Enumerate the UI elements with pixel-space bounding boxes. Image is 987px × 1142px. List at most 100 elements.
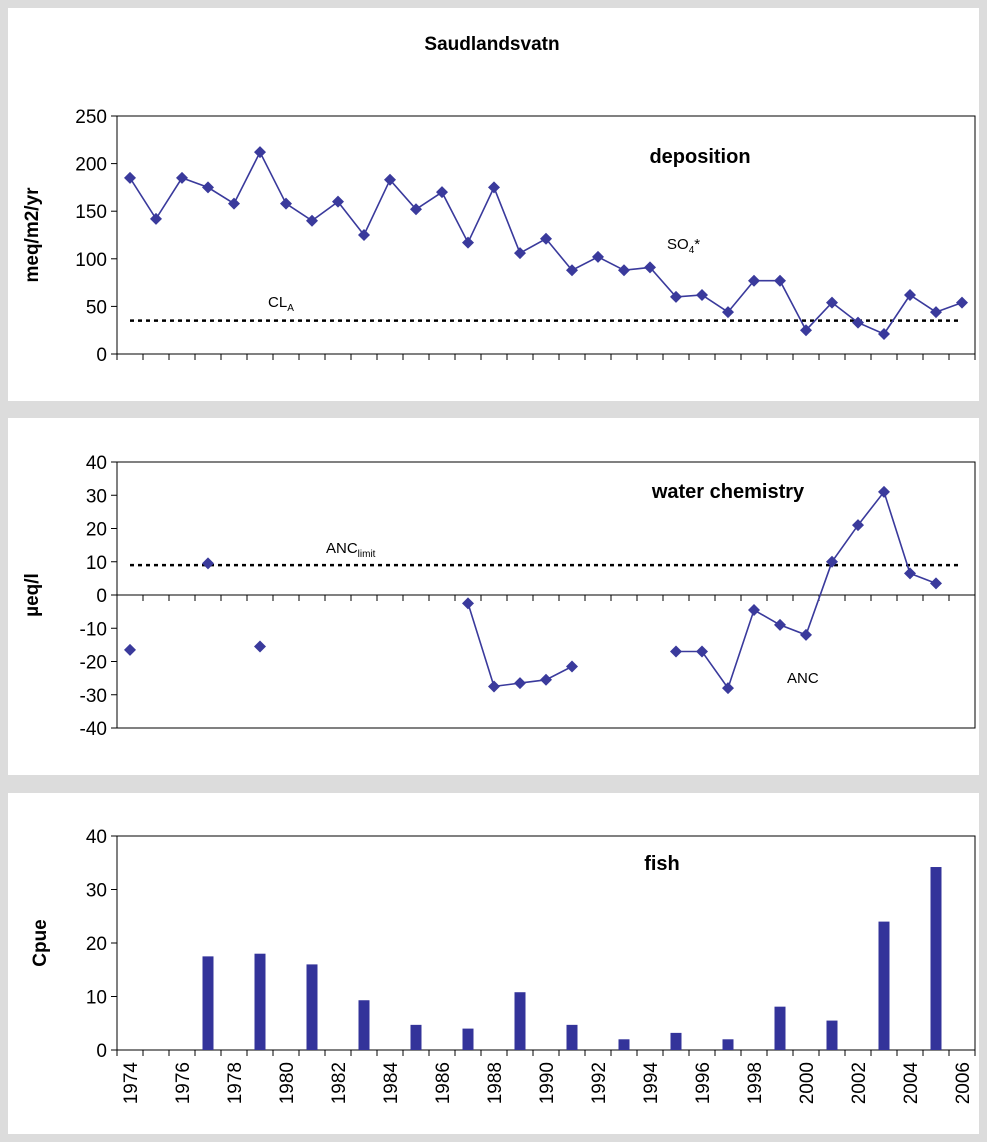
y-tick-label: 0 — [96, 345, 107, 366]
data-point-marker — [202, 557, 214, 570]
x-tick-label: 2006 — [953, 1062, 974, 1104]
deposition-plot-area — [116, 115, 976, 355]
fish-x-tick-labels: 1974 1976 1978 1980 1982 1984 1986 1988 1990 1992… — [121, 1062, 974, 1105]
data-point-marker — [176, 171, 188, 184]
bar — [202, 956, 214, 1050]
data-point-marker — [384, 173, 396, 186]
data-point-marker — [514, 247, 526, 260]
data-point-marker — [488, 680, 500, 693]
fish-cpue-bars — [202, 867, 942, 1050]
data-point-marker — [644, 261, 656, 274]
data-point-marker — [852, 519, 864, 532]
fish-y-axis-title: Cpue — [30, 919, 51, 967]
data-point-marker — [826, 555, 838, 568]
fish-panel-label: fish — [644, 853, 680, 875]
so4-series-label: SO4* — [667, 236, 700, 256]
data-point-marker — [150, 212, 162, 225]
critical-load-label: CLA — [268, 294, 294, 314]
y-tick-label: 40 — [86, 453, 107, 474]
fish-panel — [8, 793, 979, 1134]
water-chemistry-panel-label: water chemistry — [651, 481, 805, 503]
y-tick-label: 0 — [96, 1041, 107, 1062]
x-tick-label: 1998 — [745, 1062, 766, 1104]
data-point-marker — [748, 603, 760, 616]
data-point-marker — [800, 324, 812, 337]
water-chemistry-plot-area — [116, 461, 976, 729]
data-point-marker — [280, 197, 292, 210]
data-point-marker — [800, 628, 812, 641]
data-point-marker — [332, 195, 344, 208]
data-point-marker — [410, 203, 422, 216]
fish-plot-area — [116, 835, 976, 1051]
data-point-marker — [930, 306, 942, 319]
data-point-marker — [774, 274, 786, 287]
y-tick-label: 20 — [86, 520, 107, 541]
data-point-marker — [722, 306, 734, 319]
data-point-marker — [696, 288, 708, 301]
data-point-marker — [930, 577, 942, 590]
x-tick-label: 1986 — [433, 1062, 454, 1104]
bar — [566, 1024, 578, 1050]
bar — [462, 1028, 474, 1050]
data-point-marker — [722, 682, 734, 695]
bar — [774, 1006, 786, 1050]
data-point-marker — [436, 186, 448, 199]
bar — [254, 953, 266, 1050]
water-chemistry-panel — [8, 418, 979, 775]
data-point-marker — [670, 645, 682, 658]
data-point-marker — [904, 288, 916, 301]
bar — [722, 1039, 734, 1050]
x-tick-label: 1996 — [693, 1062, 714, 1104]
data-point-marker — [358, 229, 370, 241]
data-point-marker — [748, 274, 760, 287]
x-tick-label: 1976 — [173, 1062, 194, 1104]
y-tick-label: -20 — [80, 653, 107, 674]
y-tick-label: 50 — [86, 297, 107, 318]
data-point-marker — [904, 567, 916, 580]
y-tick-label: 30 — [86, 881, 107, 902]
y-tick-label: 150 — [75, 202, 107, 223]
data-point-marker — [124, 171, 136, 184]
y-tick-label: 200 — [75, 155, 107, 176]
bar — [670, 1032, 682, 1050]
data-point-marker — [488, 181, 500, 194]
data-point-marker — [306, 214, 318, 227]
x-tick-label: 1994 — [641, 1062, 662, 1105]
bar — [358, 1000, 370, 1050]
bar — [930, 867, 942, 1050]
deposition-y-axis-title: meq/m2/yr — [22, 187, 43, 283]
data-point-marker — [540, 673, 552, 686]
y-tick-label: 30 — [86, 486, 107, 507]
anc-series-label: ANC — [787, 670, 819, 687]
x-tick-label: 1988 — [485, 1062, 506, 1104]
data-point-marker — [566, 660, 578, 673]
deposition-panel — [8, 8, 979, 401]
y-tick-label: 10 — [86, 988, 107, 1009]
y-tick-label: 20 — [86, 934, 107, 955]
data-point-marker — [592, 250, 604, 263]
data-point-marker — [254, 146, 266, 159]
x-tick-label: 1974 — [121, 1062, 142, 1105]
data-point-marker — [696, 645, 708, 658]
bar — [878, 921, 890, 1050]
data-point-marker — [956, 296, 968, 309]
y-tick-label: -30 — [80, 686, 107, 707]
x-tick-label: 2004 — [901, 1062, 922, 1105]
data-point-marker — [514, 677, 526, 690]
bar — [826, 1020, 838, 1050]
data-point-marker — [462, 236, 474, 249]
data-point-marker — [774, 618, 786, 631]
x-tick-label: 1982 — [329, 1062, 350, 1104]
deposition-panel-label: deposition — [649, 146, 750, 168]
data-point-marker — [852, 316, 864, 329]
y-tick-label: 40 — [86, 827, 107, 848]
x-tick-label: 2000 — [797, 1062, 818, 1104]
data-point-marker — [202, 181, 214, 194]
anc-limit-label: ANClimit — [326, 540, 376, 560]
data-point-marker — [566, 264, 578, 277]
x-tick-label: 1992 — [589, 1062, 610, 1104]
data-point-marker — [878, 328, 890, 341]
bar — [306, 964, 318, 1050]
data-point-marker — [124, 643, 136, 656]
